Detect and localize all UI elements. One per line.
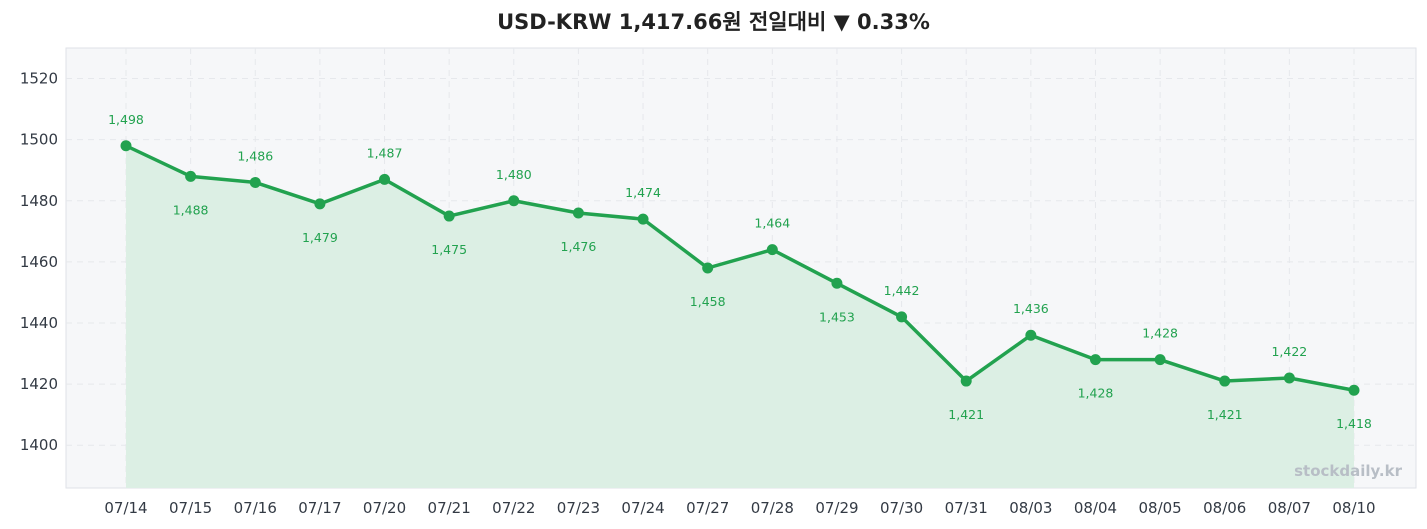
data-label: 1,422 bbox=[1271, 344, 1307, 359]
data-point bbox=[508, 195, 520, 207]
data-point bbox=[249, 176, 261, 188]
x-tick-label: 07/16 bbox=[234, 499, 277, 517]
x-tick-label: 08/06 bbox=[1203, 499, 1246, 517]
data-point bbox=[1219, 375, 1231, 387]
data-label: 1,476 bbox=[561, 239, 597, 254]
data-label: 1,421 bbox=[1207, 407, 1243, 422]
data-point bbox=[314, 198, 326, 210]
x-tick-label: 07/14 bbox=[104, 499, 147, 517]
series-line bbox=[125, 144, 1355, 392]
x-tick-label: 08/03 bbox=[1009, 499, 1052, 517]
data-point bbox=[1154, 354, 1166, 366]
x-tick-label: 07/15 bbox=[169, 499, 212, 517]
data-point bbox=[443, 210, 455, 222]
x-tick-label: 07/20 bbox=[363, 499, 406, 517]
data-labels: 1,498 1,488 1,486 1,479 1,487 1,475 1,480 1,476… bbox=[108, 112, 1372, 431]
y-tick-label: 1500 bbox=[20, 131, 58, 149]
y-tick-label: 1460 bbox=[20, 253, 58, 271]
data-point bbox=[572, 207, 584, 219]
x-tick-label: 07/17 bbox=[298, 499, 341, 517]
x-tick-label: 07/31 bbox=[945, 499, 988, 517]
x-tick-label: 08/04 bbox=[1074, 499, 1117, 517]
y-tick-label: 1440 bbox=[20, 314, 58, 332]
y-tick-label: 1520 bbox=[20, 70, 58, 88]
data-label: 1,488 bbox=[173, 202, 209, 217]
x-axis: 07/14 07/15 07/16 07/17 07/20 07/21 07/22 07/23… bbox=[104, 499, 1375, 517]
y-axis: 1400 1420 1440 1460 1480 1500 1520 bbox=[20, 70, 58, 455]
data-label: 1,486 bbox=[237, 148, 273, 163]
x-tick-label: 07/24 bbox=[621, 499, 664, 517]
data-label: 1,464 bbox=[754, 216, 790, 231]
data-label: 1,498 bbox=[108, 112, 144, 127]
data-point bbox=[379, 173, 391, 185]
data-point bbox=[120, 140, 132, 152]
data-label: 1,428 bbox=[1078, 386, 1114, 401]
x-tick-label: 08/07 bbox=[1268, 499, 1311, 517]
data-label: 1,418 bbox=[1336, 416, 1372, 431]
data-point bbox=[1348, 384, 1360, 396]
x-tick-label: 07/22 bbox=[492, 499, 535, 517]
chart-title: USD-KRW 1,417.66원 전일대비 ▼ 0.33% bbox=[497, 10, 930, 34]
data-label: 1,479 bbox=[302, 230, 338, 245]
data-point bbox=[960, 375, 972, 387]
data-label: 1,474 bbox=[625, 185, 661, 200]
data-point bbox=[1283, 372, 1295, 384]
x-tick-label: 07/23 bbox=[557, 499, 600, 517]
x-tick-label: 07/27 bbox=[686, 499, 729, 517]
x-tick-label: 07/21 bbox=[428, 499, 471, 517]
data-point bbox=[637, 213, 649, 225]
data-label: 1,453 bbox=[819, 309, 855, 324]
data-point bbox=[702, 262, 714, 274]
data-point bbox=[1025, 329, 1037, 341]
y-tick-label: 1480 bbox=[20, 192, 58, 210]
data-point bbox=[896, 311, 908, 323]
data-label: 1,436 bbox=[1013, 301, 1049, 316]
x-tick-label: 08/05 bbox=[1138, 499, 1181, 517]
data-label: 1,458 bbox=[690, 294, 726, 309]
data-point bbox=[766, 244, 778, 256]
y-tick-label: 1420 bbox=[20, 375, 58, 393]
area-fill bbox=[126, 145, 1354, 488]
data-point bbox=[1089, 354, 1101, 366]
data-label: 1,442 bbox=[884, 283, 920, 298]
data-point bbox=[831, 277, 843, 289]
x-tick-label: 08/10 bbox=[1332, 499, 1375, 517]
data-label: 1,487 bbox=[367, 145, 403, 160]
y-tick-label: 1400 bbox=[20, 436, 58, 454]
data-label: 1,475 bbox=[431, 242, 467, 257]
data-label: 1,428 bbox=[1142, 326, 1178, 341]
data-point bbox=[185, 170, 197, 182]
data-label: 1,421 bbox=[948, 407, 984, 422]
data-label: 1,480 bbox=[496, 167, 532, 182]
watermark: stockdaily.kr bbox=[1294, 462, 1402, 480]
x-tick-label: 07/29 bbox=[815, 499, 858, 517]
data-points bbox=[120, 140, 1360, 396]
x-tick-label: 07/28 bbox=[751, 499, 794, 517]
x-tick-label: 07/30 bbox=[880, 499, 923, 517]
